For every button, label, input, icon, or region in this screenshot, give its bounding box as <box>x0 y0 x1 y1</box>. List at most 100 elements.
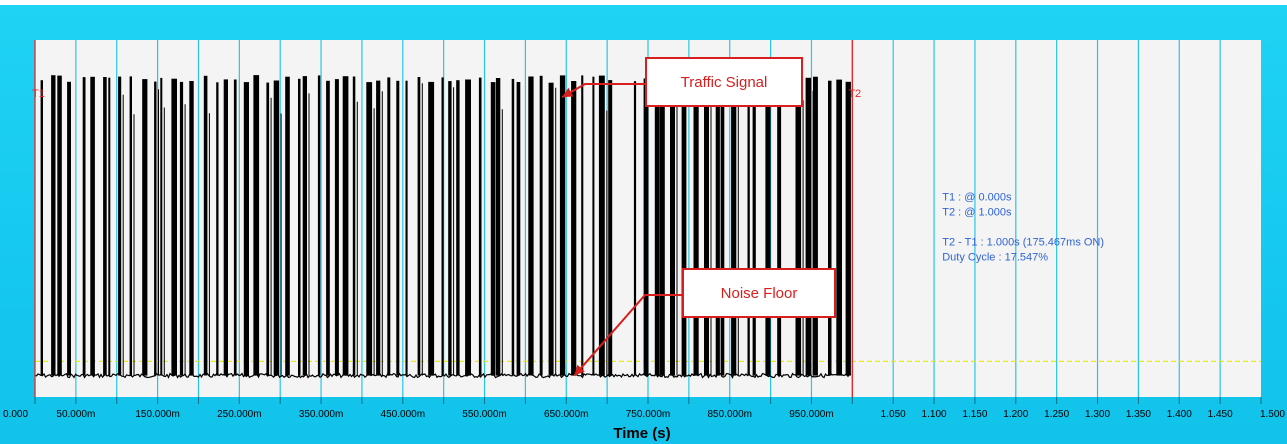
burst-mark <box>298 78 301 376</box>
x-tick-label: 50.000m <box>56 409 95 420</box>
burst-mark <box>704 81 709 376</box>
x-tick-label: 550.000m <box>462 409 506 420</box>
burst-mark <box>548 82 554 376</box>
burst-mark <box>765 78 771 376</box>
burst-mark <box>160 77 163 376</box>
burst-mark <box>659 82 665 376</box>
burst-mark <box>752 82 756 376</box>
burst-mark <box>216 82 219 376</box>
x-tick-label: 1.200 <box>1003 409 1028 420</box>
cursor-label: T1 <box>32 88 45 100</box>
burst-mark <box>478 77 482 376</box>
burst-mark <box>511 78 515 376</box>
burst-mark <box>326 80 330 376</box>
callout-label: Noise Floor <box>721 285 798 302</box>
burst-mark <box>129 76 132 376</box>
burst-mark <box>342 76 349 376</box>
burst-mark <box>813 76 818 376</box>
burst-mark <box>539 75 543 376</box>
burst-mark <box>495 78 501 376</box>
callout-box <box>682 268 836 318</box>
x-tick-label: 0.000 <box>3 409 28 420</box>
burst-mark <box>571 81 577 376</box>
burst-mark <box>366 82 373 376</box>
burst-mark <box>592 76 595 376</box>
callout-arrowhead <box>574 364 585 376</box>
burst-mark <box>142 79 148 376</box>
burst-mark <box>90 76 95 376</box>
burst-mark <box>233 79 237 376</box>
burst-mark <box>448 81 452 376</box>
burst-mark <box>441 77 444 376</box>
burst-mark <box>805 77 812 376</box>
x-tick-label: 350.000m <box>299 409 343 420</box>
burst-mark <box>633 81 637 376</box>
burst-mark <box>253 75 260 376</box>
burst-mark <box>490 82 496 376</box>
burst-mark <box>171 78 177 376</box>
x-tick-label: 250.000m <box>217 409 261 420</box>
burst-mark <box>40 80 43 376</box>
callout-arrowhead <box>562 87 574 98</box>
burst-mark <box>405 80 408 376</box>
burst-mark <box>465 79 471 376</box>
callout-box <box>645 57 803 107</box>
burst-mark <box>681 75 687 376</box>
measurement-text: T1 : @ 0.000s <box>942 192 1012 204</box>
burst-mark <box>581 75 584 376</box>
x-tick-label: 1.350 <box>1126 409 1151 420</box>
callout-label: Traffic Signal <box>681 74 768 91</box>
burst-mark <box>189 81 194 376</box>
burst-mark <box>795 81 802 376</box>
x-tick-label: 1.100 <box>922 409 947 420</box>
burst-mark <box>608 80 613 376</box>
x-tick-label: 950.000m <box>789 409 833 420</box>
burst-mark <box>845 81 851 376</box>
measurement-text: Duty Cycle : 17.547% <box>942 252 1048 264</box>
burst-mark <box>317 75 321 376</box>
x-tick-label: 1.250 <box>1044 409 1069 420</box>
callout-leader <box>573 294 683 377</box>
burst-mark <box>731 79 737 376</box>
burst-mark <box>715 79 720 376</box>
burst-mark <box>108 77 111 376</box>
x-tick-label: 1.150 <box>962 409 987 420</box>
burst-mark <box>154 81 157 376</box>
burst-mark <box>118 76 122 376</box>
burst-mark <box>82 77 86 376</box>
burst-mark <box>352 76 356 376</box>
burst-mark <box>396 80 400 376</box>
burst-mark <box>67 81 71 376</box>
burst-mark <box>302 76 307 376</box>
x-tick-label: 450.000m <box>381 409 425 420</box>
burst-mark <box>243 82 249 376</box>
burst-mark <box>598 75 605 376</box>
burst-mark <box>266 82 270 376</box>
x-tick-label: 750.000m <box>626 409 670 420</box>
burst-mark <box>285 76 290 376</box>
burst-mark <box>57 75 62 376</box>
burst-mark <box>103 77 107 376</box>
burst-mark <box>670 82 675 376</box>
burst-mark <box>387 77 391 376</box>
burst-mark <box>720 78 725 376</box>
burst-mark <box>559 75 566 376</box>
burst-mark <box>203 75 208 376</box>
burst-mark <box>334 79 339 376</box>
burst-mark <box>654 79 660 376</box>
burst-mark <box>51 75 56 376</box>
x-tick-label: 1.400 <box>1167 409 1192 420</box>
burst-mark <box>747 80 750 376</box>
burst-mark <box>836 79 842 376</box>
x-tick-label: 1.500 <box>1260 409 1285 420</box>
x-tick-label: 850.000m <box>707 409 751 420</box>
chart-frame: T1 T2 T1 : @ 0.000s T2 : @ 1.000s T2 - T1 : … <box>0 5 1287 444</box>
burst-mark <box>516 82 521 376</box>
x-tick-label: 1.450 <box>1208 409 1233 420</box>
time-domain-chart: T1 T2 T1 : @ 0.000s T2 : @ 1.000s T2 - T1 : … <box>3 40 1285 442</box>
measurement-text: T2 - T1 : 1.000s (175.467ms ON) <box>942 237 1104 249</box>
x-tick-label: 1.050 <box>881 409 906 420</box>
burst-mark <box>456 80 460 376</box>
x-axis-title: Time (s) <box>613 425 670 442</box>
burst-mark <box>643 78 649 376</box>
